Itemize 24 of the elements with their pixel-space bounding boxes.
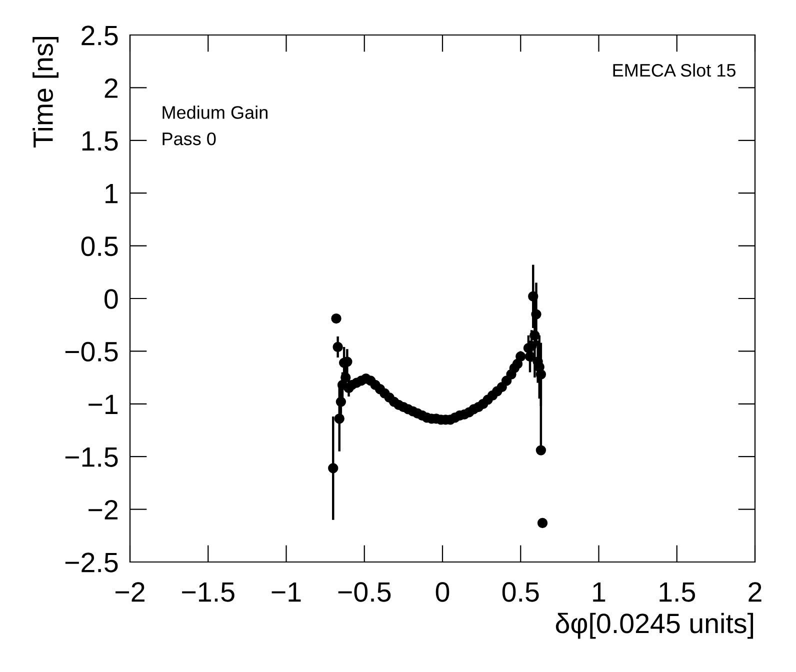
y-tick-label: 2.5	[82, 26, 118, 46]
y-tick-label: −2	[88, 500, 118, 520]
y-axis-title: Time [ns]	[32, 36, 58, 148]
y-tick-label: 1.5	[82, 131, 118, 151]
annotation: Medium Gain	[162, 106, 268, 119]
y-tick-label: −1.5	[65, 448, 118, 467]
y-tick-label: −0.5	[65, 342, 118, 362]
y-tick-label: −1	[88, 394, 118, 414]
x-tick-label: 0.5	[502, 582, 539, 602]
y-tick-label: 0.5	[81, 236, 118, 256]
y-tick-label: 2	[104, 78, 118, 98]
x-tick-label: −0.5	[338, 582, 391, 602]
x-axis-title: δφ[0.0245 units]	[556, 612, 754, 639]
x-tick-label: 2	[748, 582, 762, 602]
annotation: Pass 0	[162, 132, 216, 146]
x-tick-label: −1.5	[182, 582, 234, 602]
y-tick-label: 0	[104, 289, 118, 309]
x-tick-label: 0	[436, 582, 450, 602]
x-tick-label: 1	[593, 582, 606, 602]
y-tick-label: 1	[106, 184, 118, 204]
y-tick-label: −2.5	[65, 552, 118, 572]
x-tick-label: 1.5	[660, 582, 696, 602]
annotation: EMECA Slot 15	[613, 63, 736, 77]
x-tick-label: −1	[272, 582, 301, 602]
